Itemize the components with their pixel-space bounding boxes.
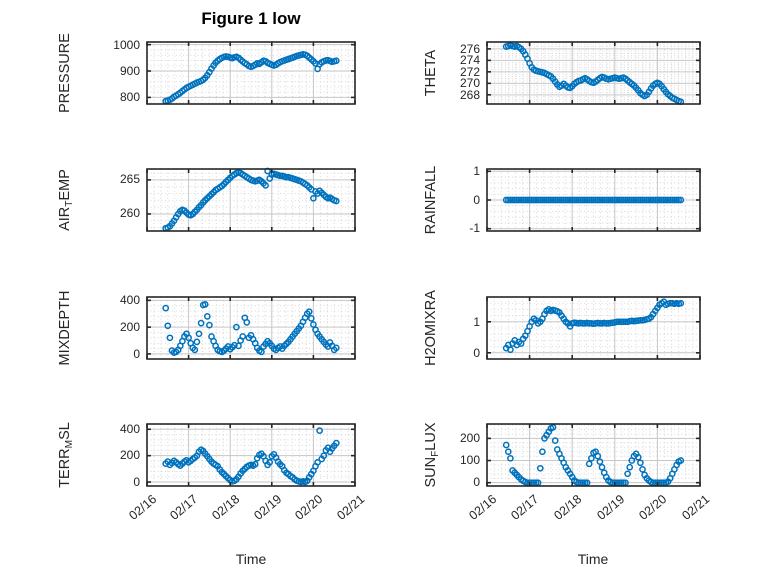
x-tick-label: 02/17 [167, 491, 201, 523]
y-tick-label: 0 [473, 345, 480, 360]
x-tick-label: 02/18 [551, 491, 585, 523]
y-tick-label: 274 [459, 53, 480, 68]
ylabel-mixdepth: MIXDEPTH [56, 290, 73, 366]
y-tick-label: 265 [119, 172, 140, 187]
y-tick-label: 400 [119, 293, 140, 308]
y-tick-label: -1 [469, 221, 480, 236]
data-series [162, 301, 340, 356]
y-tick-label: 0 [473, 192, 480, 207]
y-tick-label: 0 [133, 346, 140, 361]
plot-H2OMIXRA [486, 296, 701, 360]
y-tick-label: 100 [459, 453, 480, 468]
plot-PRESSURE [146, 41, 356, 105]
ylabel-air-temp: AIRTEMP [56, 168, 76, 231]
data-series [502, 196, 685, 203]
y-tick-label: 400 [119, 421, 140, 436]
x-tick-label: 02/16 [466, 491, 499, 523]
data-series [502, 42, 685, 106]
data-series [162, 167, 340, 232]
data-series [162, 51, 340, 105]
data-series [162, 426, 340, 485]
y-tick-label: 200 [119, 448, 140, 463]
y-tick-label: 0 [133, 474, 140, 489]
y-tick-label: 1 [473, 314, 480, 329]
x-tick-label: 02/20 [292, 491, 326, 523]
x-tick-label: 02/19 [250, 491, 284, 523]
y-tick-label: 270 [459, 76, 480, 91]
y-tick-label: 260 [119, 206, 140, 221]
plot-MIXDEPTH [146, 296, 356, 360]
ylabel-terr-msl: TERRMSL [56, 421, 76, 488]
x-tick-label: 02/17 [508, 491, 542, 523]
x-tick-label: 02/20 [636, 491, 670, 523]
plot-SUN_FLUX [486, 422, 701, 487]
x-tick-label: 02/16 [126, 491, 159, 523]
x-tick-label: 02/19 [593, 491, 627, 523]
y-tick-label: 0 [473, 475, 480, 490]
x-tick-label: 02/21 [334, 491, 367, 523]
y-tick-label: 200 [119, 320, 140, 335]
ylabel-pressure: PRESSURE [56, 33, 73, 113]
plot-THETA [486, 41, 701, 106]
plot-RAINFALL [486, 167, 701, 232]
plot-TERR_MSL [146, 422, 356, 487]
y-tick-label: 800 [119, 90, 140, 105]
data-series [502, 298, 685, 354]
plot-AIR_TEMP [146, 167, 356, 232]
y-tick-label: 200 [459, 430, 480, 445]
y-tick-label: 272 [459, 64, 480, 79]
y-tick-label: 1 [473, 163, 480, 178]
figure-title: Figure 1 low [201, 9, 301, 28]
y-tick-label: 1000 [113, 37, 140, 52]
x-tick-label: 02/18 [209, 491, 243, 523]
y-tick-label: 276 [459, 41, 480, 56]
y-tick-label: 268 [459, 87, 480, 102]
xlabel-time-right: Time [577, 551, 609, 567]
x-tick-label: 02/21 [679, 491, 712, 523]
y-tick-label: 900 [119, 64, 140, 79]
xlabel-time-left: Time [235, 551, 267, 567]
